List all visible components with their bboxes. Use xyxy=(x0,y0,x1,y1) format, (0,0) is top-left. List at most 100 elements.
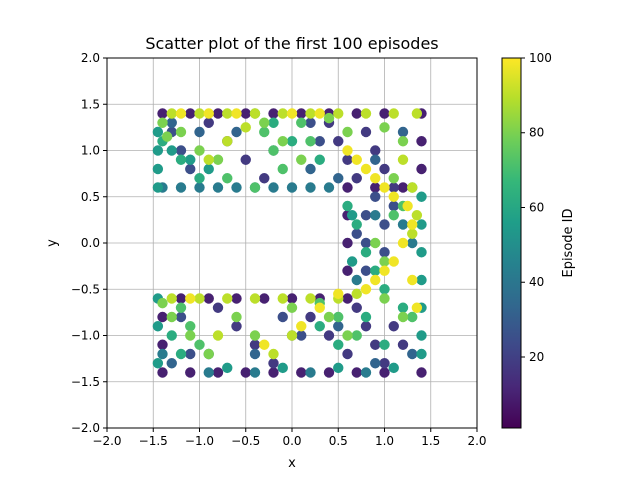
scatter-point xyxy=(175,154,187,165)
scatter-point xyxy=(231,293,242,304)
scatter-point xyxy=(166,145,177,156)
scatter-point xyxy=(323,311,335,323)
scatter-point xyxy=(259,173,270,184)
scatter-point xyxy=(175,145,187,156)
scatter-point xyxy=(175,311,187,323)
scatter-point xyxy=(259,117,270,128)
scatter-point xyxy=(231,321,242,332)
scatter-point xyxy=(166,117,177,128)
scatter-point xyxy=(185,154,196,165)
scatter-point xyxy=(249,182,261,193)
scatter-point xyxy=(305,108,316,119)
scatter-point xyxy=(240,122,251,133)
scatter-point xyxy=(360,126,372,138)
scatter-point xyxy=(259,293,270,304)
colorbar-tick-label: 20 xyxy=(529,350,544,364)
scatter-point xyxy=(407,228,418,239)
scatter-point xyxy=(388,200,399,212)
scatter-point xyxy=(416,191,427,202)
scatter-point xyxy=(397,237,409,249)
scatter-point xyxy=(231,108,242,119)
scatter-point xyxy=(277,293,288,304)
scatter-point xyxy=(286,330,298,341)
scatter-point xyxy=(416,136,427,147)
scatter-point xyxy=(342,237,353,249)
scatter-point xyxy=(379,293,390,304)
x-tick-label: −0.5 xyxy=(231,434,260,448)
scatter-point xyxy=(388,362,399,374)
scatter-point xyxy=(360,237,372,249)
scatter-point xyxy=(416,274,427,286)
scatter-point xyxy=(277,163,288,175)
scatter-point xyxy=(333,321,344,332)
scatter-point xyxy=(370,154,381,165)
scatter-point xyxy=(342,330,353,341)
scatter-point xyxy=(157,348,168,360)
scatter-point xyxy=(305,182,316,193)
scatter-point xyxy=(240,367,251,378)
scatter-point xyxy=(370,182,381,193)
scatter-point xyxy=(268,145,279,156)
scatter-point xyxy=(397,339,409,350)
scatter-point xyxy=(157,117,168,128)
scatter-point xyxy=(286,136,298,147)
scatter-point xyxy=(346,210,358,221)
scatter-point xyxy=(370,237,381,249)
scatter-point xyxy=(397,219,409,230)
scatter-point xyxy=(166,311,177,323)
scatter-point xyxy=(249,367,261,378)
scatter-point xyxy=(152,358,164,369)
scatter-point xyxy=(203,108,214,119)
scatter-point xyxy=(416,330,427,341)
y-tick-label: 0.0 xyxy=(81,236,100,250)
scatter-point xyxy=(314,302,325,313)
x-tick-label: 2.0 xyxy=(467,434,486,448)
scatter-point xyxy=(249,348,261,360)
x-tick-label: 0.0 xyxy=(282,434,301,448)
scatter-point xyxy=(249,293,261,304)
scatter-point xyxy=(194,293,205,304)
scatter-point xyxy=(342,265,353,276)
colorbar-ticks: 20 40 60 80 100 xyxy=(521,51,552,364)
scatter-point xyxy=(342,126,353,138)
scatter-point xyxy=(194,126,205,138)
scatter-point xyxy=(351,330,362,341)
y-axis-ticks: −2.0 −1.5 −1.0 −0.5 0.0 0.5 1.0 1.5 2.0 xyxy=(71,51,107,435)
scatter-point xyxy=(416,247,427,258)
scatter-point xyxy=(370,173,381,184)
scatter-point xyxy=(360,265,372,276)
scatter-point xyxy=(222,173,233,184)
scatter-point xyxy=(314,321,325,332)
scatter-point xyxy=(388,191,399,202)
scatter-point xyxy=(185,163,196,175)
scatter-point xyxy=(203,117,214,128)
x-tick-label: −1.0 xyxy=(185,434,214,448)
scatter-point xyxy=(212,302,224,313)
scatter-point xyxy=(333,136,344,147)
scatter-point xyxy=(407,274,418,286)
scatter-point xyxy=(249,339,261,350)
scatter-point xyxy=(411,302,423,313)
scatter-point xyxy=(212,182,224,193)
scatter-point xyxy=(333,362,344,374)
scatter-point xyxy=(277,362,288,374)
scatter-point xyxy=(379,122,390,133)
scatter-point xyxy=(161,131,173,142)
scatter-point xyxy=(194,145,205,156)
scatter-point xyxy=(305,163,316,175)
scatter-point xyxy=(314,108,325,119)
y-tick-label: 2.0 xyxy=(81,51,100,65)
scatter-point xyxy=(360,108,372,119)
scatter-point xyxy=(360,321,372,332)
scatter-point xyxy=(416,367,427,378)
scatter-point xyxy=(222,136,233,147)
scatter-point xyxy=(286,293,298,304)
x-tick-label: 0.5 xyxy=(329,434,348,448)
scatter-point xyxy=(346,256,358,267)
scatter-point xyxy=(323,330,335,341)
scatter-point xyxy=(249,108,261,119)
scatter-point xyxy=(296,108,307,119)
scatter-points xyxy=(152,108,427,378)
scatter-point xyxy=(388,108,399,119)
